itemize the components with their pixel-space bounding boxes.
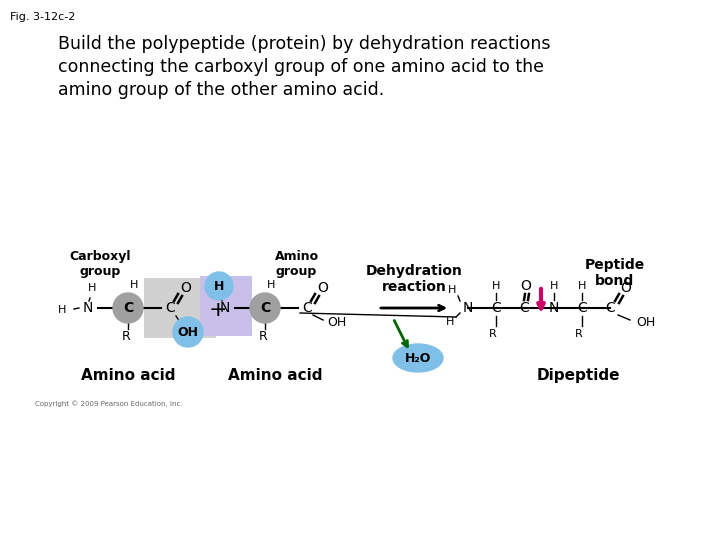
Text: +: + bbox=[209, 300, 228, 320]
Text: N: N bbox=[463, 301, 473, 315]
Text: Amino acid: Amino acid bbox=[228, 368, 323, 383]
Text: H: H bbox=[267, 280, 275, 290]
Circle shape bbox=[113, 293, 143, 323]
Text: C: C bbox=[519, 301, 529, 315]
Text: Build the polypeptide (protein) by dehydration reactions: Build the polypeptide (protein) by dehyd… bbox=[58, 35, 551, 53]
Text: C: C bbox=[577, 301, 587, 315]
Text: Amino acid: Amino acid bbox=[81, 368, 175, 383]
Text: H: H bbox=[130, 280, 138, 290]
Circle shape bbox=[205, 272, 233, 300]
Text: H: H bbox=[578, 281, 586, 291]
Ellipse shape bbox=[393, 344, 443, 372]
Circle shape bbox=[173, 317, 203, 347]
Text: N: N bbox=[549, 301, 559, 315]
Text: R: R bbox=[258, 329, 267, 342]
Text: O: O bbox=[521, 279, 531, 293]
Text: H: H bbox=[214, 280, 224, 293]
Text: C: C bbox=[165, 301, 175, 315]
Text: H: H bbox=[58, 305, 66, 315]
Text: Fig. 3-12c-2: Fig. 3-12c-2 bbox=[10, 12, 76, 22]
Text: R: R bbox=[122, 329, 130, 342]
Text: O: O bbox=[181, 281, 192, 295]
Text: H: H bbox=[88, 283, 96, 293]
Text: OH: OH bbox=[636, 315, 655, 328]
Text: Peptide
bond: Peptide bond bbox=[585, 258, 645, 288]
Text: H: H bbox=[448, 285, 456, 295]
Text: OH: OH bbox=[178, 326, 199, 339]
FancyBboxPatch shape bbox=[144, 278, 216, 338]
Text: Dipeptide: Dipeptide bbox=[536, 368, 620, 383]
Text: Carboxyl
group: Carboxyl group bbox=[69, 250, 131, 278]
Text: R: R bbox=[489, 329, 497, 339]
Text: R: R bbox=[575, 329, 583, 339]
Circle shape bbox=[250, 293, 280, 323]
Text: connecting the carboxyl group of one amino acid to the: connecting the carboxyl group of one ami… bbox=[58, 58, 544, 76]
FancyBboxPatch shape bbox=[200, 276, 252, 336]
Text: C: C bbox=[123, 301, 133, 315]
Text: H₂O: H₂O bbox=[405, 352, 431, 365]
Text: O: O bbox=[621, 281, 631, 295]
Text: O: O bbox=[318, 281, 328, 295]
Text: OH: OH bbox=[327, 315, 346, 328]
Text: Amino
group: Amino group bbox=[275, 250, 319, 278]
Text: C: C bbox=[605, 301, 615, 315]
Text: C: C bbox=[491, 301, 501, 315]
Text: Dehydration
reaction: Dehydration reaction bbox=[366, 264, 462, 294]
Text: N: N bbox=[83, 301, 93, 315]
Text: amino group of the other amino acid.: amino group of the other amino acid. bbox=[58, 81, 384, 99]
Text: H: H bbox=[492, 281, 500, 291]
Text: H: H bbox=[550, 281, 558, 291]
Text: C: C bbox=[260, 301, 270, 315]
Text: C: C bbox=[302, 301, 312, 315]
Text: N: N bbox=[220, 301, 230, 315]
Text: H: H bbox=[446, 317, 454, 327]
Text: Copyright © 2009 Pearson Education, Inc.: Copyright © 2009 Pearson Education, Inc. bbox=[35, 400, 183, 407]
